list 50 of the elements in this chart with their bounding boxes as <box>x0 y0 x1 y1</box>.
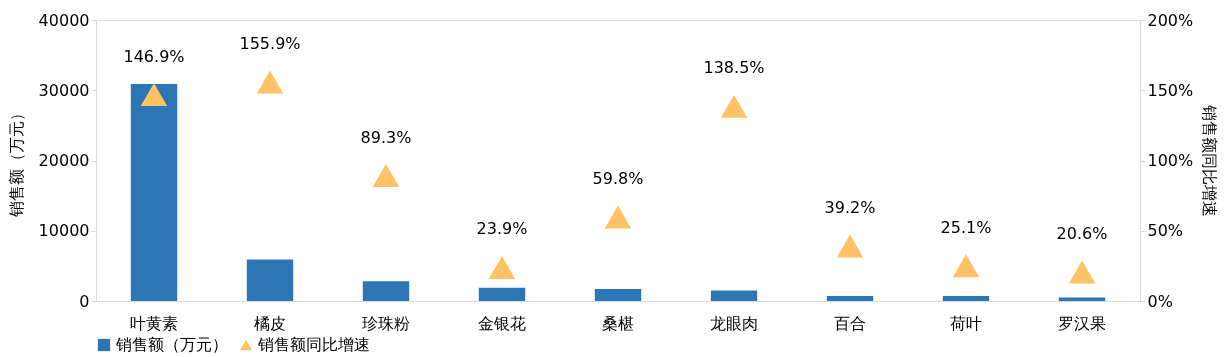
legend-label: 销售额（万元） <box>115 335 228 354</box>
data-label: 89.3% <box>360 127 412 147</box>
bar <box>710 290 758 301</box>
y2-axis-title: 销售额同比增速 <box>1200 104 1220 217</box>
x-tick-label: 橘皮 <box>254 313 286 333</box>
data-label: 39.2% <box>824 197 876 217</box>
data-label: 20.6% <box>1056 224 1108 244</box>
point <box>256 70 284 94</box>
y-tick-label: 40000 <box>38 10 90 30</box>
point <box>604 205 632 229</box>
data-label: 155.9% <box>239 33 301 53</box>
y2-tick-label: 150% <box>1147 80 1194 100</box>
bar <box>594 289 642 301</box>
bar <box>246 259 294 301</box>
y-tick-label: 30000 <box>38 80 90 100</box>
legend-label: 销售额同比增速 <box>257 335 370 354</box>
y2-tick-label: 100% <box>1147 151 1194 170</box>
x-tick-label: 龙眼肉 <box>710 313 758 333</box>
point <box>488 255 516 279</box>
point <box>836 234 864 258</box>
y-axis-title: 销售额（万元） <box>6 105 26 218</box>
y-tick-label: 20000 <box>38 151 90 170</box>
bar <box>130 83 178 301</box>
point <box>140 83 168 107</box>
bar <box>826 296 874 301</box>
data-label: 146.9% <box>123 46 185 66</box>
data-label: 138.5% <box>703 58 765 78</box>
bar <box>362 281 410 301</box>
x-tick-label: 百合 <box>834 313 866 333</box>
y-tick-label: 10000 <box>38 221 90 241</box>
x-tick-label: 罗汉果 <box>1058 313 1106 333</box>
data-label: 59.8% <box>592 168 644 188</box>
x-tick-label: 叶黄素 <box>130 313 178 333</box>
y-tick-label: 0 <box>79 291 90 311</box>
x-tick-label: 桑椹 <box>602 313 634 333</box>
point <box>1068 260 1096 284</box>
y2-tick-label: 50% <box>1147 221 1184 241</box>
y2-tick-label: 0% <box>1147 291 1173 311</box>
y2-tick-label: 200% <box>1147 10 1194 30</box>
bar <box>942 296 990 301</box>
point <box>952 254 980 278</box>
x-tick-label: 珍珠粉 <box>362 313 410 333</box>
data-label: 25.1% <box>940 217 992 237</box>
bar <box>1058 297 1106 301</box>
x-tick-label: 金银花 <box>478 313 526 333</box>
point <box>372 164 400 187</box>
bar <box>478 287 526 301</box>
data-label: 23.9% <box>476 219 528 239</box>
x-tick-label: 荷叶 <box>950 313 982 333</box>
point <box>720 94 748 118</box>
